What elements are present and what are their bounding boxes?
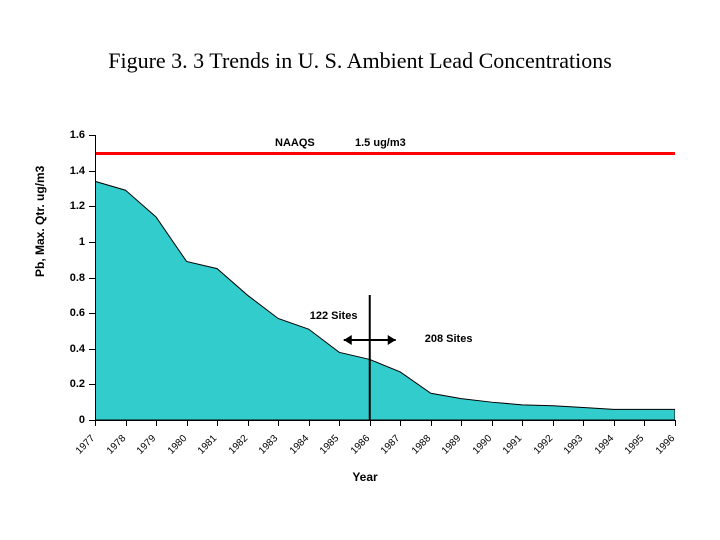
- y-tick: [89, 171, 95, 172]
- x-tick: [492, 420, 493, 426]
- x-tick-label: 1982: [226, 433, 250, 457]
- x-tick: [95, 420, 96, 426]
- x-tick-label: 1987: [379, 433, 403, 457]
- y-axis: [95, 135, 96, 420]
- annotation-right-sites: 208 Sites: [425, 333, 473, 345]
- y-tick-label: 0.4: [35, 343, 85, 355]
- plot-area: 122 Sites 208 Sites NAAQS 1.5 ug/m3: [95, 135, 675, 420]
- x-tick-label: 1992: [532, 433, 556, 457]
- y-axis-label: Pb, Max. Qtr. ug/m3: [33, 166, 47, 277]
- y-tick: [89, 242, 95, 243]
- y-tick-label: 0.2: [35, 378, 85, 390]
- naaqs-label-left: NAAQS: [275, 137, 315, 149]
- x-tick: [614, 420, 615, 426]
- naaqs-label-right: 1.5 ug/m3: [355, 137, 406, 149]
- x-tick-label: 1984: [287, 433, 311, 457]
- x-tick: [187, 420, 188, 426]
- x-tick: [461, 420, 462, 426]
- y-tick: [89, 384, 95, 385]
- y-tick-label: 1: [35, 236, 85, 248]
- x-tick-label: 1994: [593, 433, 617, 457]
- x-tick-label: 1991: [501, 433, 525, 457]
- x-tick: [126, 420, 127, 426]
- figure-title: Figure 3. 3 Trends in U. S. Ambient Lead…: [0, 48, 720, 74]
- y-tick: [89, 313, 95, 314]
- x-tick: [370, 420, 371, 426]
- x-tick-label: 1995: [623, 433, 647, 457]
- x-tick: [156, 420, 157, 426]
- annotation-svg: [95, 135, 675, 420]
- x-tick-label: 1996: [654, 433, 678, 457]
- x-tick: [248, 420, 249, 426]
- x-tick-label: 1988: [410, 433, 434, 457]
- x-tick-label: 1990: [471, 433, 495, 457]
- y-tick: [89, 349, 95, 350]
- x-tick: [553, 420, 554, 426]
- y-tick-label: 0.8: [35, 272, 85, 284]
- x-tick-label: 1983: [257, 433, 281, 457]
- arrow-left-head: [344, 335, 352, 345]
- arrow-right-head: [388, 335, 396, 345]
- x-tick-label: 1980: [165, 433, 189, 457]
- x-tick-label: 1979: [135, 433, 159, 457]
- x-tick: [339, 420, 340, 426]
- x-tick: [400, 420, 401, 426]
- x-tick-label: 1977: [74, 433, 98, 457]
- y-tick-label: 1.6: [35, 129, 85, 141]
- x-tick: [309, 420, 310, 426]
- y-tick: [89, 206, 95, 207]
- y-tick-label: 1.4: [35, 165, 85, 177]
- x-axis: [95, 420, 675, 421]
- x-tick: [431, 420, 432, 426]
- x-tick-label: 1981: [196, 433, 220, 457]
- x-tick: [278, 420, 279, 426]
- x-tick: [583, 420, 584, 426]
- x-tick-label: 1989: [440, 433, 464, 457]
- y-tick-label: 0: [35, 414, 85, 426]
- annotation-left-sites: 122 Sites: [310, 310, 358, 322]
- x-tick: [217, 420, 218, 426]
- y-tick: [89, 135, 95, 136]
- x-tick-label: 1986: [349, 433, 373, 457]
- y-tick-label: 0.6: [35, 307, 85, 319]
- x-tick: [644, 420, 645, 426]
- y-tick: [89, 278, 95, 279]
- x-tick-label: 1978: [104, 433, 128, 457]
- x-tick: [522, 420, 523, 426]
- x-tick-label: 1993: [562, 433, 586, 457]
- x-axis-label: Year: [35, 470, 695, 484]
- x-tick: [675, 420, 676, 426]
- y-tick-label: 1.2: [35, 200, 85, 212]
- x-tick-label: 1985: [318, 433, 342, 457]
- chart: Pb, Max. Qtr. ug/m3 122 Sites 208 Sites …: [35, 135, 695, 495]
